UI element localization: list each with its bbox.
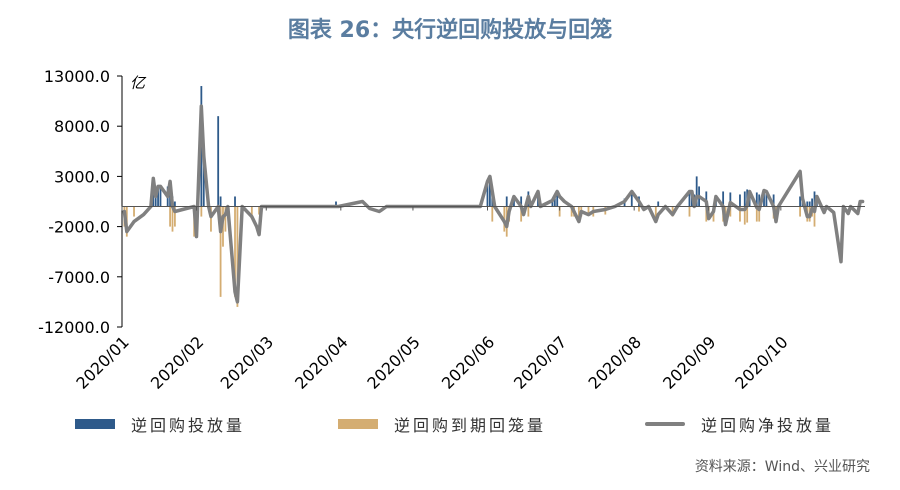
bar-injection <box>722 191 725 207</box>
bar-maturity <box>520 206 523 222</box>
bar-maturity <box>219 206 222 297</box>
bar-maturity <box>133 206 135 217</box>
bar-injection <box>154 196 157 207</box>
bar-maturity <box>210 206 212 232</box>
y-tick-label: -12000.0 <box>38 318 110 337</box>
bar-injection <box>219 196 222 207</box>
bar-maturity <box>729 206 732 217</box>
legend-swatch-net <box>645 422 685 426</box>
bar-injection <box>695 176 698 207</box>
x-tick-label: 2020/06 <box>438 332 498 392</box>
y-tick-label: 8000.0 <box>54 117 110 136</box>
bar-maturity <box>234 206 236 297</box>
x-tick-label: 2020/10 <box>731 332 791 392</box>
bar-injection <box>217 116 220 207</box>
legend-label-net: 逆回购净投放量 <box>701 416 835 435</box>
bar-maturity <box>558 206 561 217</box>
bar-injection <box>159 186 162 207</box>
legend-item-injection: 逆回购投放量 <box>75 412 245 436</box>
bar-maturity <box>755 206 758 222</box>
y-axis-unit-label: 亿 <box>130 74 147 92</box>
x-tick-label: 2020/03 <box>217 332 277 392</box>
legend-swatch-maturity <box>338 419 378 429</box>
bar-maturity <box>250 206 253 217</box>
y-tick-label: -2000.0 <box>48 218 110 237</box>
bar-injection <box>335 201 337 207</box>
bar-injection <box>657 201 660 207</box>
bar-injection <box>505 196 508 207</box>
bar-injection <box>488 176 491 207</box>
legend-swatch-injection <box>75 419 115 429</box>
x-tick-label: 2020/09 <box>659 332 719 392</box>
bar-maturity <box>200 206 203 217</box>
bar-maturity <box>236 206 239 307</box>
bar-maturity <box>799 206 801 217</box>
bar-injection <box>808 201 811 207</box>
bar-injection <box>551 199 554 207</box>
y-tick-label: 13000.0 <box>44 67 110 86</box>
chart-title: 图表 26：央行逆回购投放与回笼 <box>287 18 613 43</box>
legend-item-net: 逆回购净投放量 <box>645 412 834 436</box>
bar-maturity <box>570 206 573 217</box>
bar-injection <box>739 194 741 207</box>
bar-maturity <box>688 206 691 217</box>
bar-maturity <box>813 206 816 227</box>
bar-maturity <box>638 206 640 212</box>
bar-injection <box>729 192 732 207</box>
bar-maturity <box>758 206 761 222</box>
net-injection-line <box>122 104 865 304</box>
bar-maturity <box>169 206 171 227</box>
bar-maturity <box>258 206 260 215</box>
bar-maturity <box>746 206 749 223</box>
bar-injection <box>743 191 746 207</box>
source-note: 资料来源：Wind、兴业研究 <box>694 459 870 475</box>
bar-injection <box>157 186 159 207</box>
bar-injection <box>486 181 489 207</box>
bar-injection <box>202 156 205 207</box>
y-tick-label: -7000.0 <box>48 268 110 287</box>
bar-injection <box>630 191 633 207</box>
x-tick-label: 2020/08 <box>585 332 645 392</box>
x-tick-label: 2020/07 <box>510 332 570 392</box>
bar-injection <box>806 201 809 207</box>
bar-injection <box>520 196 523 207</box>
y-tick-label: 3000.0 <box>54 167 110 186</box>
x-tick-label: 2020/01 <box>72 332 132 392</box>
chart-legend: 逆回购投放量 逆回购到期回笼量 逆回购净投放量 <box>0 412 900 438</box>
bar-injection <box>763 190 765 207</box>
bar-maturity <box>171 206 174 232</box>
x-tick-label: 2020/05 <box>363 332 423 392</box>
bar-maturity <box>491 206 494 222</box>
bar-maturity <box>527 206 530 217</box>
bar-maturity <box>654 206 657 222</box>
x-tick-label: 2020/04 <box>291 332 351 392</box>
bar-maturity <box>587 206 590 215</box>
bar-maturity <box>577 206 580 222</box>
bar-injection <box>799 196 801 207</box>
bar-injection <box>173 201 176 207</box>
bar-maturity <box>739 206 741 222</box>
bar-injection <box>765 191 768 207</box>
legend-label-injection: 逆回购投放量 <box>131 416 246 435</box>
bar-injection <box>705 191 708 207</box>
bar-maturity <box>173 206 176 227</box>
x-tick-label: 2020/02 <box>147 332 207 392</box>
bar-maturity <box>743 206 746 225</box>
legend-label-maturity: 逆回购到期回笼量 <box>394 416 547 435</box>
bar-injection <box>813 191 816 207</box>
bar-injection <box>556 191 559 207</box>
bar-injection <box>772 194 775 207</box>
bar-injection <box>755 192 758 207</box>
bar-injection <box>234 196 236 207</box>
bar-injection <box>811 198 814 207</box>
bar-injection <box>553 196 556 207</box>
bar-injection <box>688 191 691 207</box>
bar-injection <box>758 194 761 207</box>
legend-item-maturity: 逆回购到期回笼量 <box>338 412 546 436</box>
bar-maturity <box>224 206 227 232</box>
